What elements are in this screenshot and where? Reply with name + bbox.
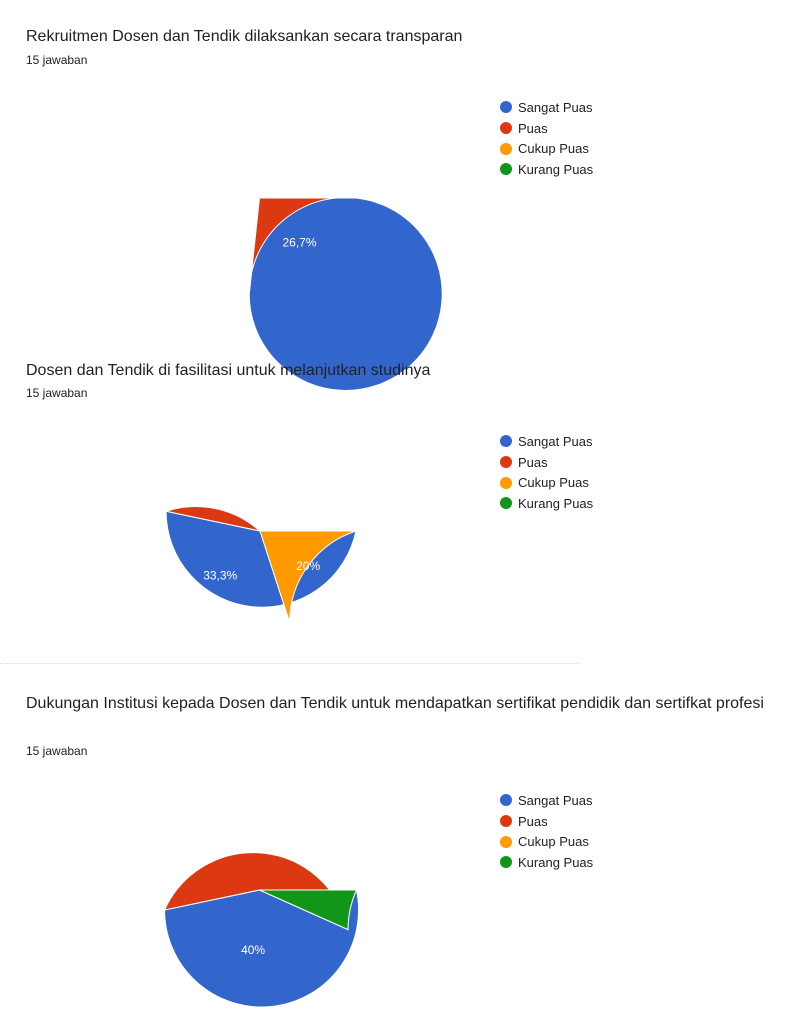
slice-data-label: 53,3%	[236, 823, 270, 837]
legend: Sangat Puas Puas Cukup Puas Kurang Puas	[500, 97, 593, 180]
legend-swatch	[500, 497, 512, 510]
legend-label: Puas	[518, 813, 548, 829]
chart-card-3: Dukungan Institusi kepada Dosen dan Tend…	[0, 663, 789, 1024]
pie-chart: 73,3% 26,7%	[202, 146, 443, 391]
legend-swatch	[500, 163, 512, 176]
legend-label: Sangat Puas	[518, 99, 593, 115]
legend-item-kurang-puas[interactable]: Kurang Puas	[500, 852, 593, 873]
legend-item-puas[interactable]: Puas	[500, 452, 593, 473]
legend-item-cukup-puas[interactable]: Cukup Puas	[500, 138, 593, 159]
legend-swatch	[500, 835, 512, 848]
legend-label: Puas	[518, 454, 548, 470]
slice-data-label: 20%	[296, 559, 320, 573]
legend-label: Kurang Puas	[518, 495, 594, 511]
legend-item-sangat-puas[interactable]: Sangat Puas	[500, 97, 593, 118]
pie-slice-puas[interactable]	[248, 196, 357, 295]
legend-swatch	[500, 856, 512, 869]
legend-swatch	[500, 122, 512, 135]
slice-data-label: 73,3%	[202, 146, 236, 160]
legend-label: Cukup Puas	[518, 475, 589, 491]
pie-slice-sangat-puas[interactable]	[248, 197, 443, 391]
chart-title: Dosen dan Tendik di fasilitasi untuk mel…	[26, 362, 431, 379]
response-count: 15 jawaban	[26, 744, 88, 758]
pie-slice-sangat-puas[interactable]	[165, 510, 357, 608]
legend-swatch	[500, 794, 512, 807]
slice-data-label: 46,7%	[249, 465, 283, 479]
legend-label: Kurang Puas	[518, 854, 594, 870]
pie-slice-cukup-puas[interactable]	[259, 530, 357, 623]
slice-data-label: 26,7%	[282, 236, 316, 250]
legend-swatch	[500, 476, 512, 489]
slice-data-label: 40%	[241, 943, 265, 957]
legend-label: Kurang Puas	[518, 161, 594, 177]
legend-item-sangat-puas[interactable]: Sangat Puas	[500, 431, 593, 452]
legend-swatch	[500, 142, 512, 155]
legend-label: Puas	[518, 120, 548, 136]
legend-item-puas[interactable]: Puas	[500, 118, 593, 139]
response-count: 15 jawaban	[26, 386, 88, 400]
legend-swatch	[500, 815, 512, 828]
legend-label: Cukup Puas	[518, 141, 589, 157]
legend-item-cukup-puas[interactable]: Cukup Puas	[500, 472, 593, 493]
legend: Sangat Puas Puas Cukup Puas Kurang Puas	[500, 431, 593, 514]
legend-item-puas[interactable]: Puas	[500, 811, 593, 832]
pie-slice-kurang-puas[interactable]	[259, 889, 358, 931]
legend-item-cukup-puas[interactable]: Cukup Puas	[500, 831, 593, 852]
legend-swatch	[500, 101, 512, 114]
chart-title: Dukungan Institusi kepada Dosen dan Tend…	[26, 695, 764, 712]
chart-title: Rekruitmen Dosen dan Tendik dilaksankan …	[26, 28, 463, 45]
legend-label: Sangat Puas	[518, 792, 593, 808]
legend-item-sangat-puas[interactable]: Sangat Puas	[500, 790, 593, 811]
slice-data-label: 33,3%	[203, 568, 237, 582]
pie-chart: 53,3% 40%	[163, 823, 360, 1008]
legend-label: Cukup Puas	[518, 834, 589, 850]
chart-card-2: Dosen dan Tendik di fasilitasi untuk mel…	[0, 335, 789, 663]
legend-swatch	[500, 435, 512, 448]
legend-item-kurang-puas[interactable]: Kurang Puas	[500, 493, 593, 514]
legend-swatch	[500, 456, 512, 469]
section-divider	[0, 663, 580, 664]
pie-chart: 46,7% 33,3% 20%	[164, 465, 357, 625]
legend-item-kurang-puas[interactable]: Kurang Puas	[500, 159, 593, 180]
pie-slice-sangat-puas[interactable]	[164, 889, 360, 1008]
legend-label: Sangat Puas	[518, 433, 593, 449]
response-count: 15 jawaban	[26, 53, 88, 67]
chart-card-1: Rekruitmen Dosen dan Tendik dilaksankan …	[0, 0, 789, 391]
legend: Sangat Puas Puas Cukup Puas Kurang Puas	[500, 790, 593, 873]
